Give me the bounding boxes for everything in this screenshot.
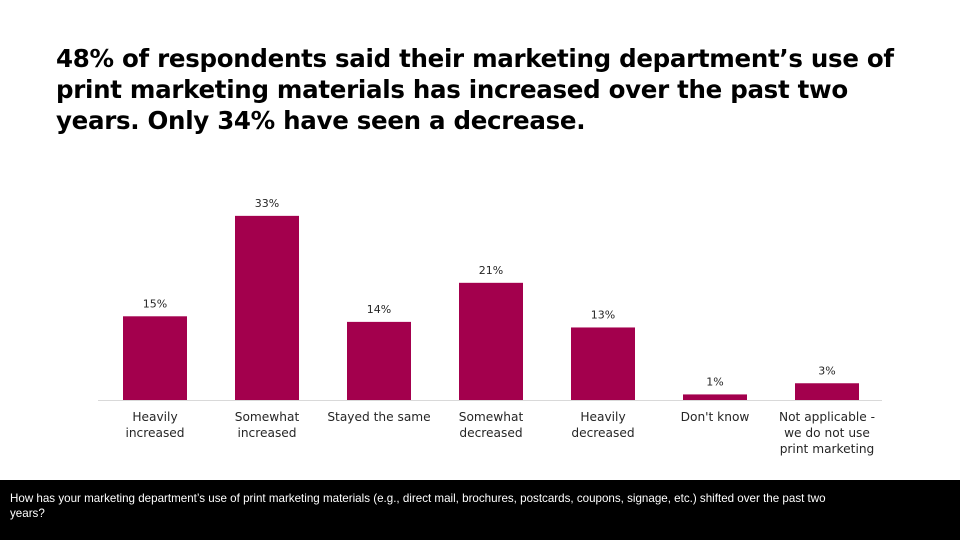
bar-chart: 15% Heavily increased 33% Somewhat increased 1… bbox=[98, 197, 882, 456]
category-label: we do not use bbox=[784, 426, 870, 440]
category-label: Somewhat bbox=[459, 410, 524, 424]
category-label: increased bbox=[125, 426, 184, 440]
data-label: 33% bbox=[255, 197, 279, 210]
data-label: 3% bbox=[818, 364, 835, 377]
category-label: increased bbox=[237, 426, 296, 440]
data-label: 15% bbox=[143, 297, 167, 310]
bar bbox=[571, 327, 635, 400]
bar bbox=[347, 321, 411, 400]
category-label: Stayed the same bbox=[327, 410, 430, 424]
data-label: 21% bbox=[479, 264, 503, 277]
data-label: 1% bbox=[706, 375, 723, 388]
category-label: Heavily bbox=[580, 410, 625, 424]
category-label: Heavily bbox=[132, 410, 177, 424]
slide-title: 48% of respondents said their marketing … bbox=[56, 44, 894, 135]
bar bbox=[683, 394, 747, 400]
bar bbox=[235, 215, 299, 400]
bar bbox=[459, 282, 523, 400]
data-label: 14% bbox=[367, 303, 391, 316]
category-label: decreased bbox=[459, 426, 522, 440]
category-label: Somewhat bbox=[235, 410, 300, 424]
category-label: print marketing bbox=[780, 442, 875, 456]
survey-question: How has your marketing department’s use … bbox=[10, 492, 826, 520]
bar bbox=[795, 383, 859, 400]
footer-bar: How has your marketing department’s use … bbox=[0, 480, 960, 540]
category-label: Not applicable - bbox=[779, 410, 875, 424]
category-label: Don't know bbox=[681, 410, 750, 424]
data-label: 13% bbox=[591, 308, 615, 321]
bar bbox=[123, 316, 187, 400]
category-label: decreased bbox=[571, 426, 634, 440]
